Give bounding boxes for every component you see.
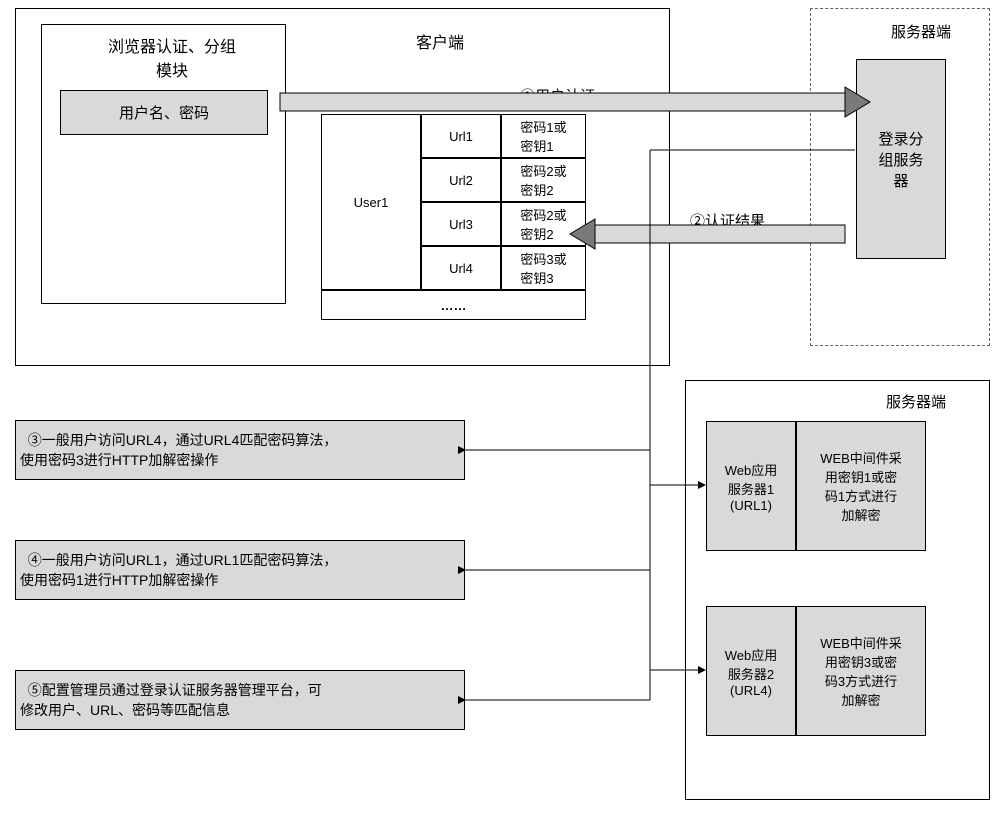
server1-container: 服务器端 登录分 组服务 器 bbox=[810, 8, 990, 346]
web2-group: Web应用 服务器2 (URL4) WEB中间件采 用密钥3或密 码3方式进行 … bbox=[706, 606, 926, 736]
web1-right: WEB中间件采 用密钥1或密 码1方式进行 加解密 bbox=[796, 421, 926, 551]
url-cell: Url4 bbox=[421, 246, 501, 290]
client-container: 客户端 浏览器认证、分组 模块 用户名、密码 User1 Url1 密码1或 密… bbox=[15, 8, 670, 366]
pw-cell: 密码2或 密钥2 bbox=[501, 158, 586, 202]
server2-title: 服务器端 bbox=[886, 391, 946, 412]
user-table: User1 Url1 密码1或 密钥1 Url2 密码2或 密钥2 Url3 密… bbox=[321, 114, 621, 320]
table-row: Url1 密码1或 密钥1 bbox=[421, 114, 586, 158]
table-row: Url2 密码2或 密钥2 bbox=[421, 158, 586, 202]
url-cell: Url2 bbox=[421, 158, 501, 202]
pw-cell: 密码3或 密钥3 bbox=[501, 246, 586, 290]
arrow1-label: ①用户认证 bbox=[520, 85, 595, 106]
note4-box: ④一般用户访问URL1，通过URL1匹配密码算法， 使用密码1进行HTTP加解密… bbox=[15, 540, 465, 600]
url-cell: Url3 bbox=[421, 202, 501, 246]
arrow2-label: ②认证结果 bbox=[690, 210, 765, 231]
table-row: Url4 密码3或 密钥3 bbox=[421, 246, 586, 290]
web1-group: Web应用 服务器1 (URL1) WEB中间件采 用密钥1或密 码1方式进行 … bbox=[706, 421, 926, 551]
pw-cell: 密码1或 密钥1 bbox=[501, 114, 586, 158]
note3-box: ③一般用户访问URL4，通过URL4匹配密码算法， 使用密码3进行HTTP加解密… bbox=[15, 420, 465, 480]
auth-module-title: 浏览器认证、分组 模块 bbox=[82, 33, 262, 81]
client-title: 客户端 bbox=[416, 29, 464, 53]
login-server-box: 登录分 组服务 器 bbox=[856, 59, 946, 259]
user-cell: User1 bbox=[321, 114, 421, 290]
credentials-box: 用户名、密码 bbox=[60, 90, 268, 135]
pw-cell: 密码2或 密钥2 bbox=[501, 202, 586, 246]
web2-right: WEB中间件采 用密钥3或密 码3方式进行 加解密 bbox=[796, 606, 926, 736]
web2-left: Web应用 服务器2 (URL4) bbox=[706, 606, 796, 736]
table-row: Url3 密码2或 密钥2 bbox=[421, 202, 586, 246]
web1-left: Web应用 服务器1 (URL1) bbox=[706, 421, 796, 551]
auth-module: 浏览器认证、分组 模块 用户名、密码 bbox=[41, 24, 286, 304]
note5-box: ⑤配置管理员通过登录认证服务器管理平台，可 修改用户、URL、密码等匹配信息 bbox=[15, 670, 465, 730]
url-cell: Url1 bbox=[421, 114, 501, 158]
server2-container: 服务器端 Web应用 服务器1 (URL1) WEB中间件采 用密钥1或密 码1… bbox=[685, 380, 990, 800]
more-cell: …… bbox=[321, 290, 586, 320]
server1-title: 服务器端 bbox=[891, 21, 951, 42]
